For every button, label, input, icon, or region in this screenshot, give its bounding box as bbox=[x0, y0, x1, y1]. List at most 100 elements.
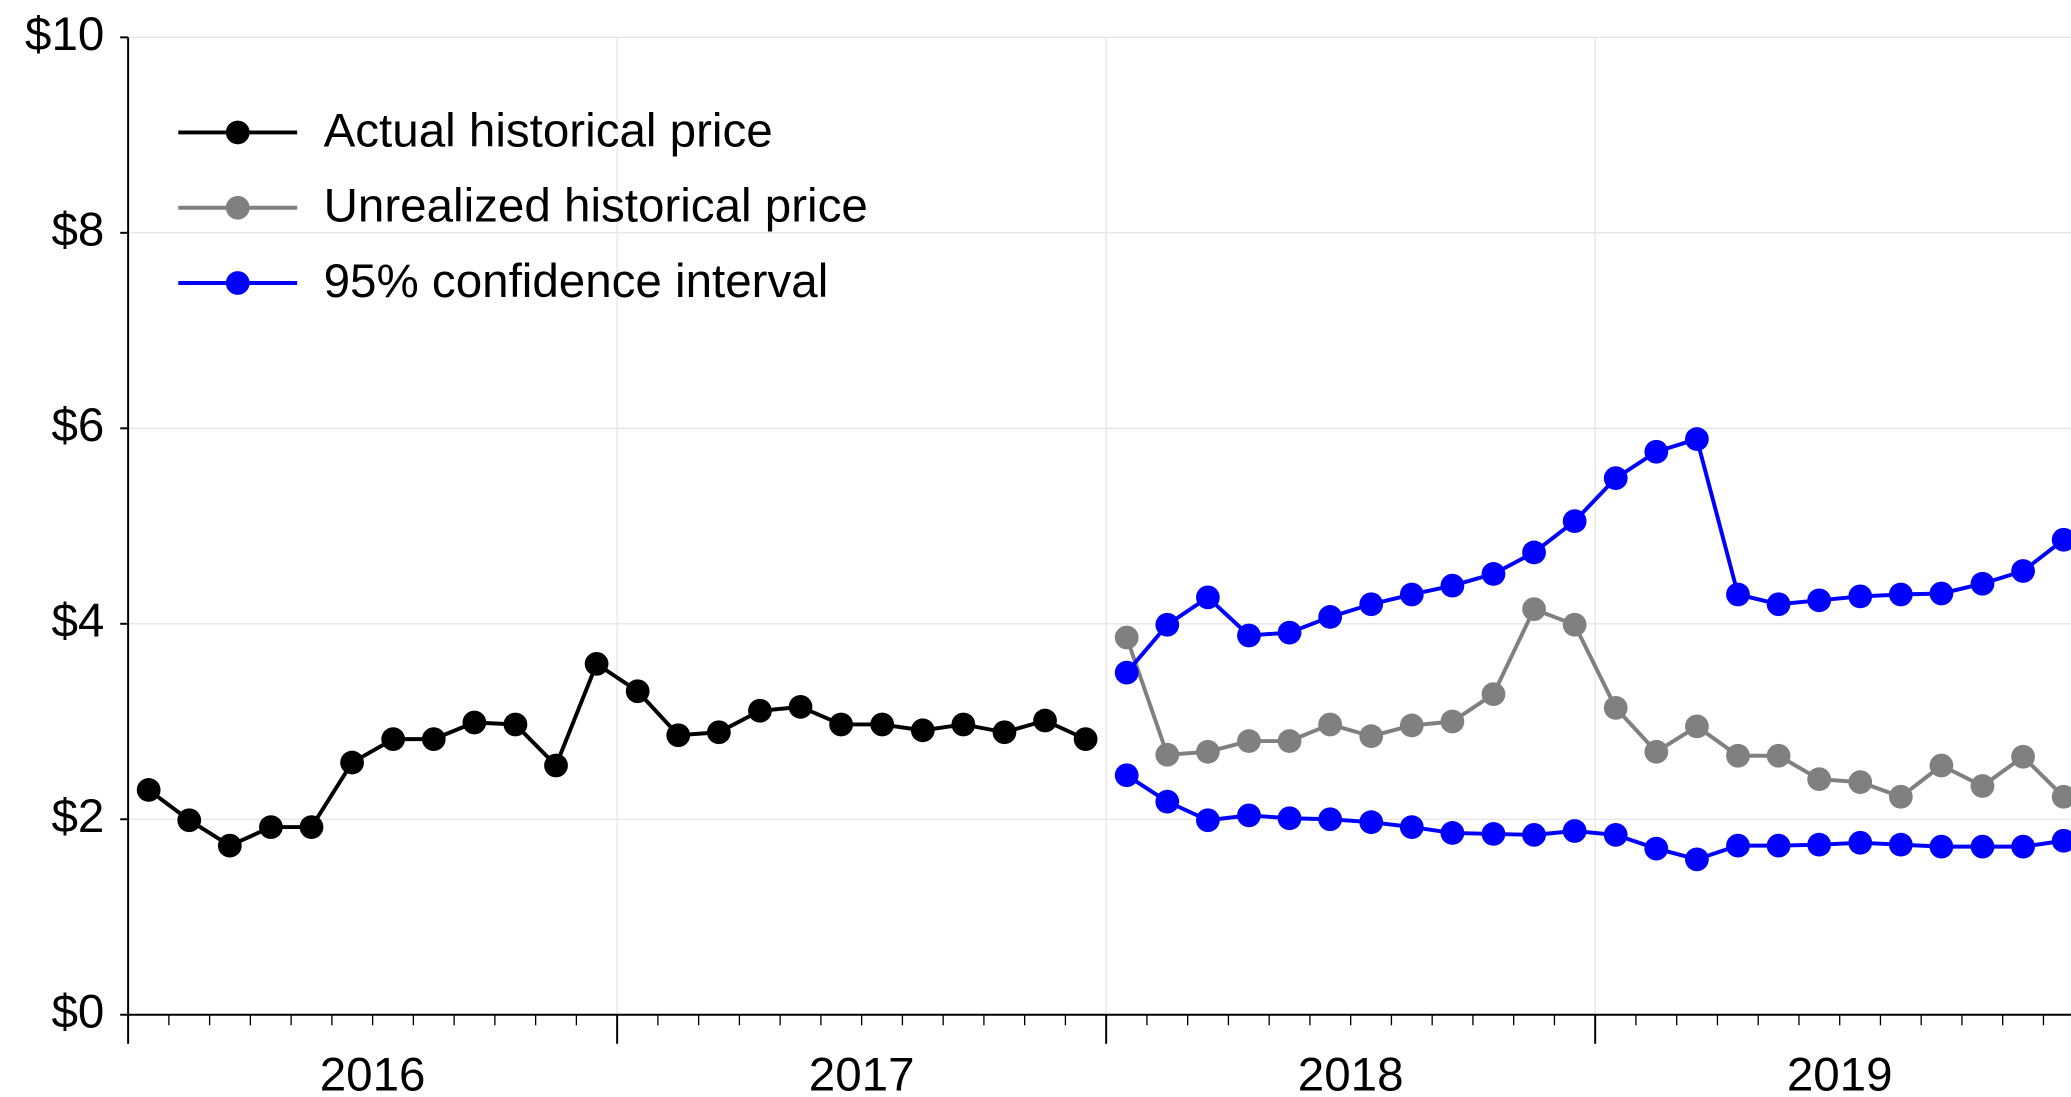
data-point bbox=[1237, 623, 1261, 648]
data-point bbox=[748, 698, 772, 723]
data-point bbox=[299, 815, 324, 839]
data-point bbox=[910, 718, 935, 743]
data-point bbox=[788, 694, 813, 719]
data-point bbox=[1603, 466, 1628, 491]
y-tick-label: $10 bbox=[25, 8, 104, 61]
data-point bbox=[829, 712, 853, 737]
y-tick-label: $6 bbox=[51, 399, 104, 452]
data-point bbox=[462, 710, 487, 735]
legend-marker bbox=[225, 271, 250, 295]
data-point bbox=[2011, 559, 2035, 583]
data-point bbox=[1277, 729, 1302, 753]
data-point bbox=[1848, 770, 1873, 795]
x-tick-label: 2016 bbox=[320, 1049, 426, 1097]
legend-marker bbox=[225, 195, 250, 220]
data-point bbox=[1726, 833, 1750, 858]
data-point bbox=[1399, 713, 1424, 738]
data-point bbox=[1318, 807, 1343, 832]
data-point bbox=[584, 651, 609, 676]
data-point bbox=[1685, 714, 1709, 739]
data-point bbox=[1359, 592, 1384, 617]
data-point bbox=[1277, 620, 1302, 645]
data-point bbox=[1237, 729, 1261, 753]
data-point bbox=[1481, 822, 1506, 846]
x-tick-label: 2018 bbox=[1298, 1049, 1404, 1097]
y-tick-label: $0 bbox=[51, 985, 104, 1038]
data-point bbox=[1970, 774, 1995, 798]
data-point bbox=[951, 712, 976, 737]
data-point bbox=[2051, 828, 2071, 853]
legend-label: 95% confidence interval bbox=[324, 255, 829, 308]
data-point bbox=[2051, 784, 2071, 809]
data-point bbox=[1562, 612, 1587, 637]
x-tick-label: 2017 bbox=[809, 1049, 915, 1097]
legend-marker bbox=[225, 120, 250, 145]
data-point bbox=[340, 750, 364, 775]
data-point bbox=[2011, 744, 2035, 769]
data-point bbox=[1277, 806, 1302, 831]
data-point bbox=[1766, 743, 1791, 768]
x-tick-label: 2019 bbox=[1787, 1049, 1893, 1097]
data-point bbox=[1970, 834, 1995, 859]
data-point bbox=[1603, 823, 1628, 847]
data-point bbox=[1318, 605, 1343, 629]
data-point bbox=[217, 833, 242, 858]
data-point bbox=[1766, 833, 1791, 858]
data-point bbox=[381, 727, 406, 752]
data-point bbox=[1848, 584, 1873, 609]
data-point bbox=[1888, 784, 1913, 809]
data-point bbox=[1481, 562, 1506, 586]
data-point bbox=[666, 723, 691, 748]
data-point bbox=[1114, 660, 1139, 685]
data-point bbox=[1522, 597, 1546, 622]
data-point bbox=[1073, 727, 1098, 752]
legend-label: Actual historical price bbox=[324, 104, 773, 157]
data-point bbox=[421, 727, 446, 752]
data-point bbox=[1359, 810, 1384, 835]
data-point bbox=[1685, 847, 1709, 872]
data-point bbox=[1195, 808, 1220, 833]
data-point bbox=[177, 808, 202, 833]
data-point bbox=[625, 679, 650, 704]
data-point bbox=[136, 778, 161, 802]
data-point bbox=[1685, 427, 1709, 451]
data-point bbox=[1644, 739, 1669, 764]
data-point bbox=[1522, 540, 1546, 565]
data-point bbox=[2051, 527, 2071, 552]
data-point bbox=[992, 720, 1017, 745]
data-point bbox=[1970, 571, 1995, 596]
data-point bbox=[1603, 695, 1628, 720]
data-point bbox=[544, 753, 568, 778]
data-point bbox=[1359, 724, 1384, 749]
data-point bbox=[1522, 823, 1546, 847]
data-point bbox=[2011, 834, 2035, 859]
data-point bbox=[1929, 834, 1954, 859]
data-point bbox=[1155, 612, 1180, 637]
data-point bbox=[1726, 582, 1750, 607]
data-point bbox=[1155, 742, 1180, 767]
data-point bbox=[1562, 819, 1587, 843]
data-point bbox=[1929, 753, 1954, 778]
data-point bbox=[1888, 832, 1913, 857]
data-point bbox=[1766, 592, 1791, 617]
data-point bbox=[259, 815, 283, 839]
data-point bbox=[1807, 588, 1832, 613]
data-point bbox=[1807, 832, 1832, 857]
data-point bbox=[1114, 763, 1139, 788]
data-point bbox=[1848, 830, 1873, 855]
data-point bbox=[1440, 821, 1465, 845]
data-point bbox=[1929, 581, 1954, 606]
data-point bbox=[1399, 582, 1424, 607]
data-point bbox=[1644, 836, 1669, 861]
data-point bbox=[1807, 767, 1832, 792]
data-point bbox=[1399, 815, 1424, 839]
data-point bbox=[1237, 803, 1261, 828]
data-point bbox=[1195, 739, 1220, 764]
data-point bbox=[870, 712, 895, 737]
data-point bbox=[1440, 573, 1465, 598]
data-point bbox=[503, 712, 528, 737]
data-point bbox=[1644, 439, 1669, 464]
data-point bbox=[1481, 682, 1506, 707]
